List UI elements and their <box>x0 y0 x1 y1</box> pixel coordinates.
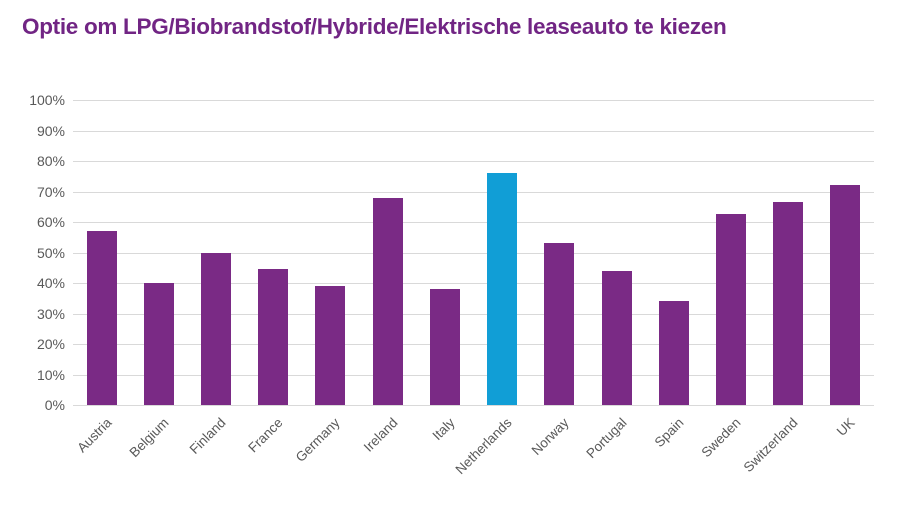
gridline-80 <box>73 161 874 162</box>
bar-finland <box>201 252 232 405</box>
bar-netherlands <box>487 173 518 405</box>
bar-uk <box>830 185 861 405</box>
bar-spain <box>658 301 689 405</box>
y-tick-label-100: 100% <box>29 92 65 108</box>
gridline-40 <box>73 283 874 284</box>
y-tick-label-50: 50% <box>36 244 65 261</box>
y-tick-label-60: 60% <box>36 214 65 230</box>
gridline-70 <box>73 191 874 193</box>
bar-switzerland <box>773 202 804 405</box>
y-tick-label-70: 70% <box>36 183 65 200</box>
y-tick-label-90: 90% <box>36 122 65 139</box>
bar-portugal <box>601 270 632 405</box>
bar-norway <box>544 243 575 405</box>
gridline-50 <box>73 252 874 254</box>
bar-italy <box>429 289 460 405</box>
y-tick-label-20: 20% <box>36 336 65 352</box>
y-tick-label-80: 80% <box>36 153 65 169</box>
bar-france <box>258 269 289 405</box>
gridline-60 <box>73 222 874 223</box>
bar-sweden <box>715 214 746 405</box>
gridline-100 <box>73 100 874 101</box>
chart-title: Optie om LPG/Biobrandstof/Hybride/Elektr… <box>22 14 727 39</box>
gridline-30 <box>73 313 874 315</box>
bar-ireland <box>372 197 403 405</box>
gridline-20 <box>73 344 874 345</box>
y-tick-label-0: 0% <box>44 397 65 413</box>
y-tick-label-30: 30% <box>36 305 65 322</box>
gridline-90 <box>73 130 874 132</box>
gridline-0 <box>73 405 874 406</box>
y-tick-label-40: 40% <box>36 275 65 291</box>
bar-germany <box>315 286 346 405</box>
bar-belgium <box>143 283 174 405</box>
bar-austria <box>86 231 117 405</box>
gridline-10 <box>73 374 874 376</box>
y-tick-label-10: 10% <box>36 366 65 383</box>
